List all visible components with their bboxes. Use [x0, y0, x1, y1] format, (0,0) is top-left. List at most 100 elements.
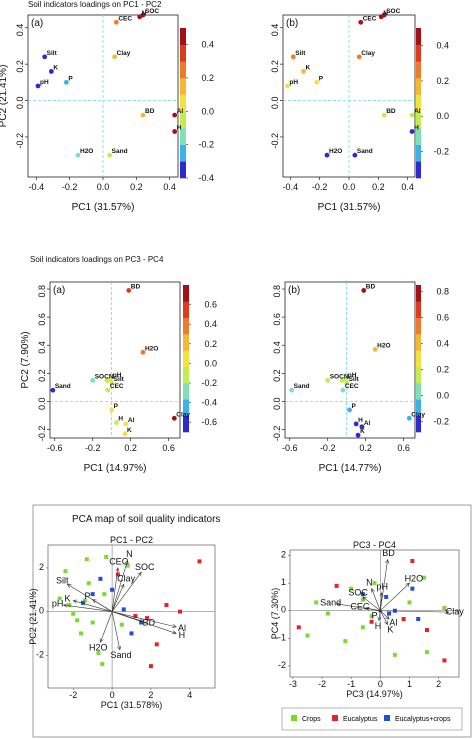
colorbar-segment: [180, 161, 186, 179]
point-label: Sand: [55, 383, 71, 390]
point-k: [301, 69, 306, 74]
colorbar-segment: [180, 94, 186, 112]
loading-arrow: [380, 582, 410, 611]
loading-label: pH: [377, 581, 389, 591]
loading-arrow: [63, 604, 113, 612]
point-n: [378, 14, 384, 20]
sample-point-crops: [305, 633, 310, 638]
point-label: H2O: [80, 148, 93, 155]
colorbar-tick-label: 0.0: [436, 111, 449, 121]
legend-swatch-eucalyptus-crops: [384, 715, 390, 721]
x-axis-label: PC1 (14.77%): [319, 463, 382, 474]
colorbar-segment: [416, 78, 421, 95]
y-tick-label: -0.2: [37, 426, 47, 442]
colorbar-tick-label: 0.2: [436, 365, 449, 375]
y-tick-label: 0.0: [272, 397, 282, 410]
bottom-section-title: PCA map of soil quality indicators: [72, 514, 220, 525]
point-k: [48, 69, 54, 74]
legend-swatch-crops: [291, 715, 297, 721]
point-label: Clay: [361, 50, 375, 57]
loading-label: H: [179, 630, 186, 640]
loading-label: P: [85, 591, 91, 601]
colorbar-tick-label: 0.6: [436, 313, 449, 323]
colorbar-segment: [416, 285, 421, 302]
panel-pc1-pc2-b: (b) -0.4 -0.2 0.0 0.2 0.4 -0.2 0.0 0.2 0.4 PC1 (31…: [270, 8, 449, 213]
point-label: H2O: [329, 148, 342, 155]
point-label: SOC: [330, 373, 344, 380]
point-label: BD: [386, 108, 396, 115]
sample-point-eucalyptus-crops: [121, 607, 126, 612]
loading-arrowhead: [72, 599, 78, 604]
point-label: K: [127, 427, 132, 434]
sample-point-eucalyptus: [442, 658, 447, 663]
point-label: Silt: [114, 376, 125, 383]
y-tick-label: 0.6: [37, 313, 47, 326]
x-tick-label: 2: [148, 690, 153, 700]
sample-point-eucalyptus-crops: [110, 587, 115, 592]
biplot-subtitle: PC1 - PC2: [110, 535, 153, 545]
top-section-title: Soil indicators loadings on PC1 - PC2: [28, 0, 162, 9]
point-p: [63, 79, 69, 85]
y-tick-label: 0.4: [270, 24, 280, 37]
sample-point-eucalyptus: [133, 613, 138, 618]
loading-label: N: [366, 578, 373, 588]
sample-point-eucalyptus: [424, 628, 429, 633]
plot-frame: [49, 281, 181, 439]
sample-point-crops: [125, 563, 130, 568]
colorbar-tick-label: 0.8: [436, 287, 449, 297]
point-p: [347, 407, 352, 413]
x-axis-label: PC3 (14.97%): [346, 689, 403, 699]
y-tick-label: 0.8: [272, 285, 282, 298]
sample-point-crops: [392, 652, 397, 657]
colorbar-segment: [183, 334, 189, 351]
point-label: P: [114, 403, 119, 410]
point-label: pH: [113, 372, 122, 379]
point-label: H2O: [145, 345, 158, 352]
loading-label: H2O: [89, 642, 108, 652]
x-tick-label: -1: [347, 679, 355, 689]
sample-point-crops: [349, 586, 354, 591]
biplot-subtitle: PC3 - PC4: [353, 540, 396, 550]
point-n: [339, 377, 345, 383]
panel-letter: (a): [31, 18, 43, 29]
loading-label: Sand: [111, 650, 132, 660]
y-tick-label: 0.4: [15, 24, 25, 37]
sample-point-crops: [360, 625, 365, 630]
colorbar-segment: [416, 94, 421, 112]
sample-point-eucalyptus-crops: [410, 586, 415, 591]
point-sand: [50, 387, 56, 393]
loading-arrowhead: [362, 596, 367, 601]
y-tick-label: 1: [281, 577, 286, 587]
colorbar-segment: [183, 366, 189, 384]
point-label: Silt: [349, 376, 360, 383]
point-ph: [285, 83, 290, 89]
legend-label-eucalyptus: Eucalyptus: [343, 716, 378, 723]
loading-arrowhead: [365, 606, 370, 611]
x-tick-label: 0.6: [162, 443, 175, 453]
x-tick-label: 1: [407, 679, 412, 689]
loading-label: H: [375, 621, 382, 631]
biplot-frame: [289, 549, 460, 678]
x-tick-label: -2: [69, 690, 77, 700]
sample-point-eucalyptus: [154, 642, 159, 647]
point-h2o: [324, 152, 330, 158]
y-tick-label: 0.4: [272, 341, 282, 354]
y-tick-label: -0.2: [15, 133, 25, 149]
colorbar-segment: [183, 415, 189, 433]
point-ph: [35, 83, 41, 89]
legend-label-crops: Crops: [302, 716, 321, 723]
colorbar-tick-label: 0.4: [201, 40, 214, 50]
loading-arrowhead: [137, 571, 142, 577]
colorbar-segment: [183, 350, 189, 367]
point-label: Sand: [357, 148, 373, 155]
point-h2o: [75, 152, 81, 158]
x-tick-label: 0.6: [397, 443, 410, 453]
colorbar-tick-label: -0.2: [198, 140, 214, 150]
x-tick-label: -0.4: [29, 182, 45, 192]
loading-arrow: [111, 560, 128, 612]
loading-label: CEC: [350, 601, 370, 611]
loading-arrow: [380, 559, 388, 611]
panel-pc3-pc4-b: (b)-0.6 -0.2 0.2 0.6-0.20.00.20.40.60.8PC1 …: [272, 281, 449, 474]
x-tick-label: -2: [318, 679, 326, 689]
